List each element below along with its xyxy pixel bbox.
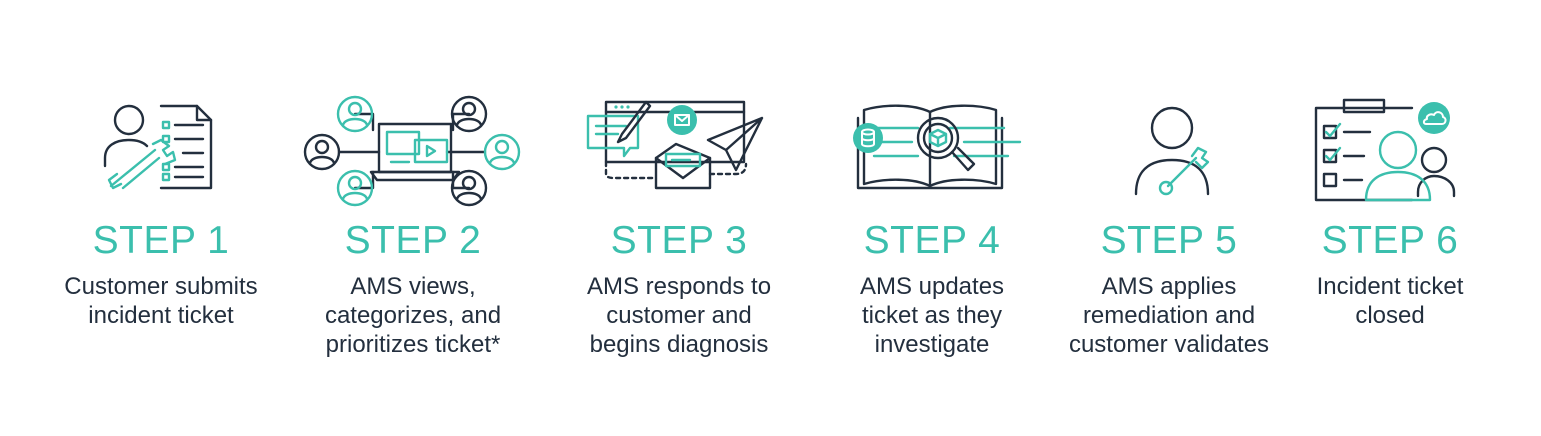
step-description: AMS responds to customer and begins diag… xyxy=(586,273,772,358)
book-magnifier-database-icon xyxy=(853,98,1024,199)
step-description: AMS applies remediation and customer val… xyxy=(1068,273,1270,358)
step-description: Incident ticket closed xyxy=(1316,273,1464,329)
messages-envelope-paperplane-icon xyxy=(586,98,766,203)
step-title: STEP 3 xyxy=(610,219,748,262)
step-title: STEP 4 xyxy=(863,219,1001,262)
step-description: Customer submits incident ticket xyxy=(64,273,258,329)
step-title: STEP 1 xyxy=(92,219,230,262)
step-title: STEP 5 xyxy=(1100,219,1238,262)
step-title: STEP 2 xyxy=(344,219,482,262)
step-1: STEP 1 Customer submits incident ticket xyxy=(55,0,267,436)
step-3: STEP 3 AMS responds to customer and begi… xyxy=(566,0,792,436)
step-2: STEP 2 AMS views, categorizes, and prior… xyxy=(303,0,523,436)
step-title: STEP 6 xyxy=(1321,219,1459,262)
clipboard-checklist-people-cloud-icon xyxy=(1314,98,1464,209)
person-wrench-icon xyxy=(1132,106,1212,203)
step-5: STEP 5 AMS applies remediation and custo… xyxy=(1058,0,1280,436)
step-description: AMS views, categorizes, and prioritizes … xyxy=(324,273,502,358)
step-description: AMS updates ticket as they investigate xyxy=(859,273,1005,358)
step-4: STEP 4 AMS updates ticket as they invest… xyxy=(832,0,1032,436)
laptop-network-people-icon xyxy=(303,92,523,207)
person-document-wrench-icon xyxy=(103,92,215,197)
step-6: STEP 6 Incident ticket closed xyxy=(1300,0,1480,436)
